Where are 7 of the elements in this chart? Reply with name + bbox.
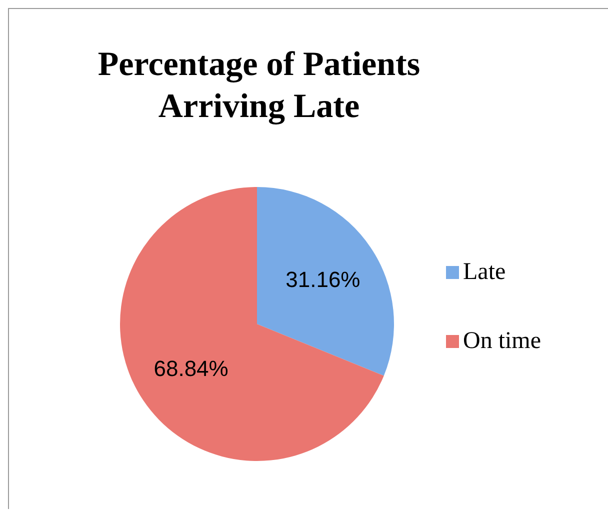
data-label: 68.84% bbox=[154, 356, 228, 381]
legend-label: On time bbox=[463, 328, 541, 355]
pie-slice bbox=[120, 187, 384, 461]
chart-title: Percentage of Patients Arriving Late bbox=[96, 45, 422, 127]
data-label: 31.16% bbox=[286, 267, 360, 292]
pie-slice bbox=[257, 187, 394, 376]
legend-label: Late bbox=[463, 259, 506, 286]
